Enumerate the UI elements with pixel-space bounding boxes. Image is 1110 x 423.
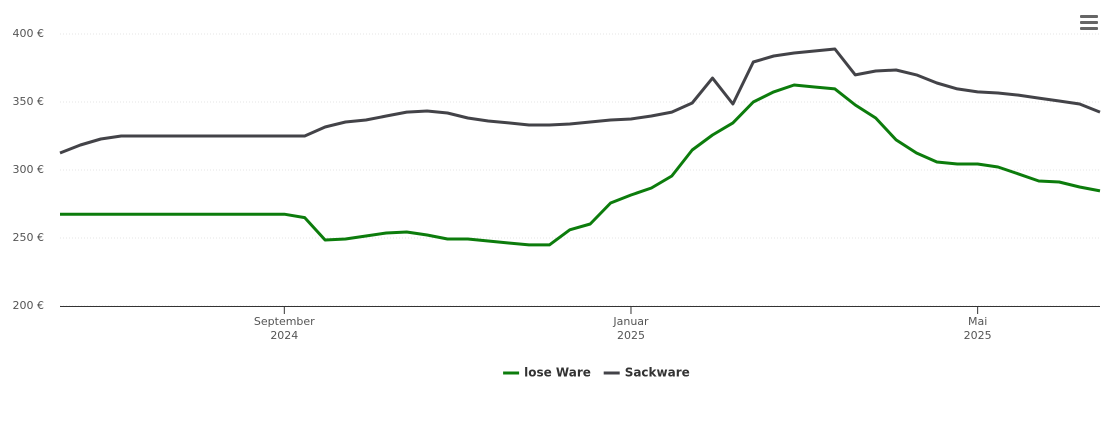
x-tick-label: September 2024 bbox=[254, 315, 315, 342]
y-tick-label: 200 € bbox=[13, 299, 45, 312]
x-tick-label: Januar 2025 bbox=[612, 315, 649, 342]
y-tick-label: 250 € bbox=[13, 231, 45, 244]
legend-text: lose Ware bbox=[524, 366, 591, 380]
x-tick-label: Mai 2025 bbox=[964, 315, 992, 342]
series-line bbox=[59, 47, 1101, 155]
menu-bar bbox=[1080, 21, 1098, 24]
legend-text: Sackware bbox=[625, 366, 690, 380]
menu-bar bbox=[1080, 27, 1098, 30]
y-tick-label: 350 € bbox=[13, 95, 45, 108]
y-tick-label: 400 € bbox=[13, 27, 45, 40]
series-line bbox=[60, 83, 1101, 247]
menu-bar bbox=[1080, 15, 1098, 18]
legend-item[interactable]: Sackware bbox=[603, 366, 690, 380]
menu-icon[interactable] bbox=[1080, 15, 1098, 30]
y-tick-label: 300 € bbox=[13, 163, 45, 176]
legend-item[interactable]: lose Ware bbox=[503, 366, 591, 380]
